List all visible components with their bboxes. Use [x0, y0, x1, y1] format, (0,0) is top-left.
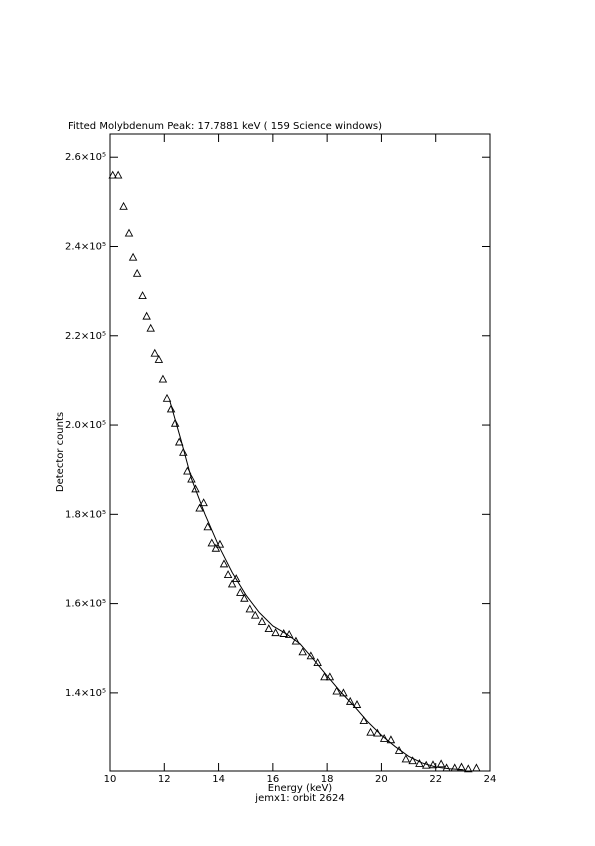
data-point [203, 522, 212, 531]
fit-line [169, 400, 463, 771]
data-point [428, 760, 438, 769]
data-point [195, 503, 204, 512]
data-point [142, 311, 151, 320]
x-tick-label: 22 [429, 774, 442, 785]
data-point [132, 268, 142, 277]
y-tick-label: 2.4×10⁵ [65, 241, 106, 252]
y-tick-label: 2.2×10⁵ [65, 331, 106, 342]
data-point [264, 624, 274, 633]
data-point [231, 574, 241, 583]
x-tick-label: 24 [484, 774, 497, 785]
data-point [211, 543, 221, 552]
data-point [415, 758, 424, 767]
data-point [199, 498, 208, 507]
data-point [119, 201, 128, 210]
data-point [408, 756, 417, 765]
y-tick-label: 1.4×10⁵ [65, 688, 106, 699]
data-point [223, 570, 233, 579]
x-tick-label: 12 [158, 774, 171, 785]
data-point [401, 754, 411, 763]
x-tick-label: 20 [375, 774, 388, 785]
data-point [113, 170, 123, 179]
data-point [138, 291, 147, 300]
y-tick-label: 2.0×10⁵ [65, 420, 106, 431]
y-tick-label: 1.6×10⁵ [65, 599, 106, 610]
data-point [128, 252, 138, 261]
data-point [124, 228, 134, 237]
data-point [352, 700, 362, 708]
data-point [332, 686, 341, 695]
data-point [298, 647, 307, 656]
y-axis-label: Detector counts [55, 412, 66, 492]
chart-title: Fitted Molybdenum Peak: 17.7881 keV ( 15… [68, 121, 382, 132]
data-point [150, 348, 160, 357]
data-point [207, 538, 217, 547]
data-point [146, 323, 155, 332]
data-point [240, 593, 249, 602]
data-point [450, 763, 459, 772]
y-tick-label: 2.6×10⁵ [65, 152, 106, 163]
x-tick-label: 18 [321, 774, 334, 785]
data-point [442, 763, 451, 772]
data-point [170, 418, 180, 427]
data-point [379, 733, 389, 742]
data-point [320, 672, 329, 681]
data-point [257, 617, 267, 625]
data-point [472, 763, 481, 772]
x-tick-label: 14 [212, 774, 225, 785]
x-tick-label: 16 [266, 774, 279, 785]
data-point [162, 393, 172, 402]
data-point [306, 651, 316, 660]
data-point [187, 474, 196, 483]
subtitle: jemx1: orbit 2624 [254, 793, 344, 804]
data-point [271, 628, 280, 637]
data-point [345, 696, 355, 705]
x-axis-label: Energy (keV) [268, 783, 333, 794]
data-point [166, 404, 176, 413]
data-point [359, 716, 369, 725]
data-point [158, 374, 168, 383]
data-point [291, 636, 301, 645]
data-point [108, 170, 117, 179]
data-point [436, 759, 446, 768]
data-point [245, 604, 255, 613]
data-point [250, 610, 260, 619]
data-point [464, 764, 473, 773]
data-point [191, 484, 200, 493]
x-tick-label: 10 [104, 774, 117, 785]
data-point [154, 354, 164, 363]
data-point [227, 579, 237, 588]
data-point [236, 587, 245, 596]
data-point [219, 559, 229, 568]
plot-frame [109, 133, 491, 772]
data-point [179, 447, 188, 456]
data-point [366, 727, 375, 736]
y-tick-label: 1.8×10⁵ [65, 509, 106, 520]
